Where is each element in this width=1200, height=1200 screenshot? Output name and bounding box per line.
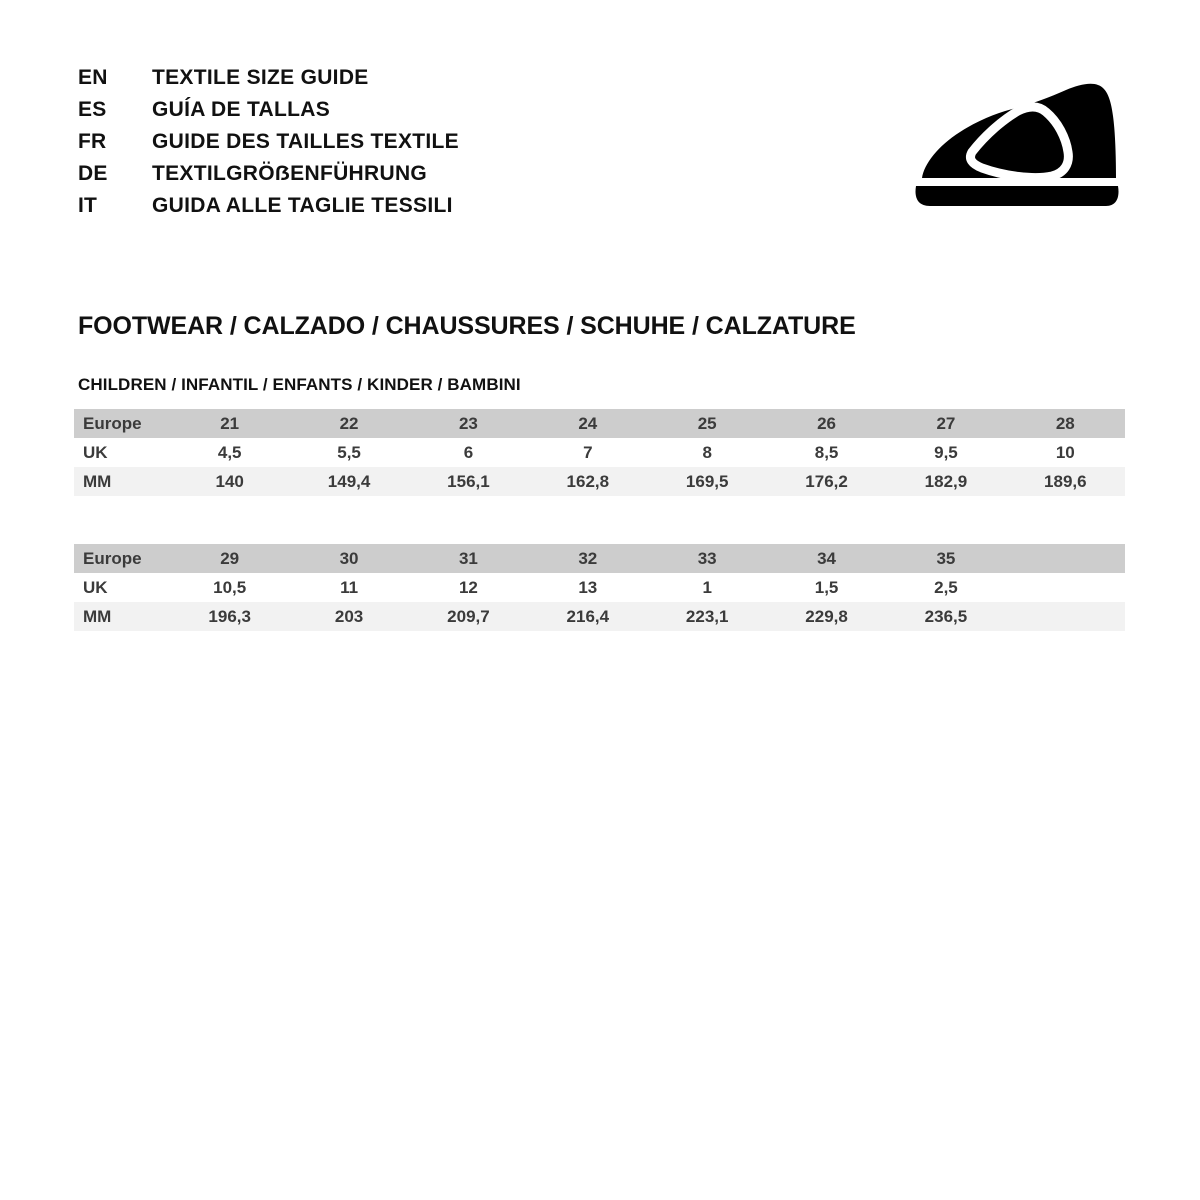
table-cell: 7 — [528, 438, 648, 467]
language-row-es: ES GUÍA DE TALLAS — [78, 98, 698, 130]
table-cell: 11 — [289, 573, 409, 602]
table-cell-empty — [1005, 544, 1125, 573]
table-cell: 176,2 — [766, 467, 887, 496]
table-cell: 8,5 — [766, 438, 887, 467]
table-cell: 10 — [1005, 438, 1125, 467]
table-cell: 182,9 — [886, 467, 1006, 496]
table-cell: 236,5 — [886, 602, 1006, 631]
table-cell-empty — [1005, 602, 1125, 631]
table-cell: 10,5 — [170, 573, 290, 602]
language-title-de: TEXTILGRÖẞENFÜHRUNG — [152, 162, 428, 185]
table-row: UK 4,5 5,5 6 7 8 8,5 9,5 10 — [74, 438, 1125, 467]
row-label: MM — [74, 467, 170, 496]
language-code-fr: FR — [78, 130, 107, 153]
page-title: FOOTWEAR / CALZADO / CHAUSSURES / SCHUHE… — [78, 312, 856, 340]
table-cell-empty — [1005, 573, 1125, 602]
table-cell: 8 — [647, 438, 767, 467]
language-code-it: IT — [78, 194, 98, 217]
table-cell: 22 — [289, 409, 409, 438]
language-row-de: DE TEXTILGRÖẞENFÜHRUNG — [78, 162, 698, 194]
child-shoe-icon — [908, 72, 1138, 217]
table-row: Europe 29 30 31 32 33 34 35 — [74, 544, 1125, 573]
language-code-es: ES — [78, 98, 107, 121]
language-title-es: GUÍA DE TALLAS — [152, 98, 331, 121]
table-cell: 2,5 — [886, 573, 1006, 602]
table-cell: 21 — [170, 409, 290, 438]
row-label: Europe — [74, 544, 170, 573]
language-code-de: DE — [78, 162, 108, 185]
table-cell: 13 — [528, 573, 648, 602]
language-title-it: GUIDA ALLE TAGLIE TESSILI — [152, 194, 453, 217]
table-cell: 1 — [647, 573, 767, 602]
table-row: MM 196,3 203 209,7 216,4 223,1 229,8 236… — [74, 602, 1125, 631]
table-cell: 32 — [528, 544, 648, 573]
table-cell: 229,8 — [766, 602, 887, 631]
table-cell: 5,5 — [289, 438, 409, 467]
table-cell: 149,4 — [289, 467, 409, 496]
row-label: UK — [74, 438, 170, 467]
language-row-fr: FR GUIDE DES TAILLES TEXTILE — [78, 130, 698, 162]
table-cell: 209,7 — [408, 602, 529, 631]
table-cell: 189,6 — [1005, 467, 1125, 496]
language-title-en: TEXTILE SIZE GUIDE — [152, 66, 369, 89]
language-row-it: IT GUIDA ALLE TAGLIE TESSILI — [78, 194, 698, 226]
table-cell: 9,5 — [886, 438, 1006, 467]
table-cell: 24 — [528, 409, 648, 438]
table-cell: 203 — [289, 602, 409, 631]
table-cell: 30 — [289, 544, 409, 573]
table-cell: 26 — [766, 409, 887, 438]
table-cell: 23 — [408, 409, 529, 438]
table-cell: 223,1 — [647, 602, 767, 631]
section-subtitle: CHILDREN / INFANTIL / ENFANTS / KINDER /… — [78, 375, 521, 394]
row-label: UK — [74, 573, 170, 602]
table-row: UK 10,5 11 12 13 1 1,5 2,5 — [74, 573, 1125, 602]
language-header-block: EN TEXTILE SIZE GUIDE ES GUÍA DE TALLAS … — [78, 66, 698, 226]
language-title-fr: GUIDE DES TAILLES TEXTILE — [152, 130, 459, 153]
table-cell: 35 — [886, 544, 1006, 573]
table-cell: 1,5 — [766, 573, 887, 602]
table-cell: 156,1 — [408, 467, 529, 496]
table-row: Europe 21 22 23 24 25 26 27 28 — [74, 409, 1125, 438]
table-cell: 25 — [647, 409, 767, 438]
table-cell: 34 — [766, 544, 887, 573]
row-label: MM — [74, 602, 170, 631]
table-cell: 140 — [170, 467, 290, 496]
table-cell: 216,4 — [528, 602, 648, 631]
table-row: MM 140 149,4 156,1 162,8 169,5 176,2 182… — [74, 467, 1125, 496]
table-cell: 4,5 — [170, 438, 290, 467]
table-cell: 12 — [408, 573, 529, 602]
table-cell: 29 — [170, 544, 290, 573]
children-size-table-part-2: Europe 29 30 31 32 33 34 35 UK 10,5 11 1… — [74, 544, 1125, 631]
table-cell: 33 — [647, 544, 767, 573]
table-cell: 6 — [408, 438, 529, 467]
table-cell: 27 — [886, 409, 1006, 438]
table-cell: 31 — [408, 544, 529, 573]
table-cell: 28 — [1005, 409, 1125, 438]
children-size-table-part-1: Europe 21 22 23 24 25 26 27 28 UK 4,5 5,… — [74, 409, 1125, 496]
table-cell: 162,8 — [528, 467, 648, 496]
language-code-en: EN — [78, 66, 108, 89]
table-cell: 169,5 — [647, 467, 767, 496]
row-label: Europe — [74, 409, 170, 438]
language-row-en: EN TEXTILE SIZE GUIDE — [78, 66, 698, 98]
table-cell: 196,3 — [170, 602, 290, 631]
